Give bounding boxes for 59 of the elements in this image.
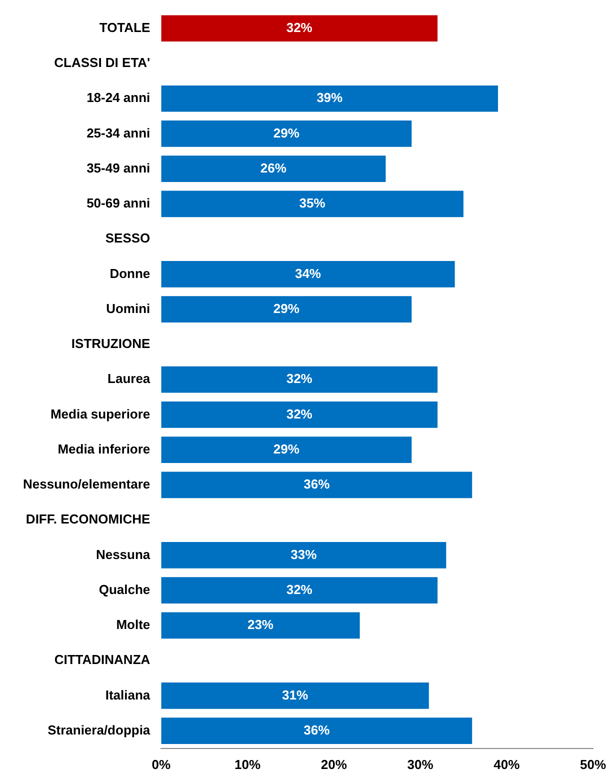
bar xyxy=(161,577,438,604)
bar xyxy=(161,682,429,709)
data-label: 32% xyxy=(286,20,313,35)
data-label: 35% xyxy=(299,196,326,211)
data-label: 32% xyxy=(286,406,313,422)
bar xyxy=(161,472,472,498)
x-tick-label: 50% xyxy=(580,756,606,772)
data-label: 36% xyxy=(304,476,330,492)
bar xyxy=(161,15,438,42)
bar xyxy=(161,261,455,288)
y-tick-label: Nessuno/elementare xyxy=(22,476,150,492)
bar xyxy=(161,156,386,182)
y-tick-label: Italiana xyxy=(105,687,151,702)
data-label: 23% xyxy=(247,617,274,632)
data-label: 32% xyxy=(286,371,313,386)
y-tick-label: 35-49 anni xyxy=(86,160,150,176)
data-label: 36% xyxy=(304,722,330,738)
data-label: 29% xyxy=(273,441,300,456)
bar xyxy=(161,542,446,568)
bar xyxy=(161,85,498,112)
data-label: 32% xyxy=(286,582,313,597)
data-label: 31% xyxy=(282,687,308,702)
bar xyxy=(161,296,412,323)
y-tick-label: DIFF. ECONOMICHE xyxy=(26,512,150,527)
data-label: 34% xyxy=(294,266,322,281)
bar xyxy=(161,718,472,744)
bar xyxy=(161,366,438,393)
x-tick-label: 30% xyxy=(407,756,434,772)
y-tick-label: Donne xyxy=(110,266,150,281)
data-label: 29% xyxy=(273,300,300,316)
x-tick-label: 40% xyxy=(494,756,520,772)
y-tick-label: Nessuna xyxy=(96,546,151,562)
x-tick-label: 10% xyxy=(234,756,261,772)
x-tick-label: 20% xyxy=(320,756,348,772)
y-tick-label: ISTRUZIONE xyxy=(71,336,150,352)
bar xyxy=(161,190,464,218)
y-tick-label: Media superiore xyxy=(50,406,150,422)
y-tick-label: Laurea xyxy=(108,371,151,386)
data-label: 39% xyxy=(316,90,344,106)
data-label: 26% xyxy=(260,160,287,176)
y-tick-label: 25-34 anni xyxy=(86,125,150,140)
bar xyxy=(161,402,438,428)
y-tick-label: SESSO xyxy=(105,230,150,246)
x-tick-label: 0% xyxy=(152,756,171,772)
y-tick-label: Qualche xyxy=(98,582,150,597)
data-label: 33% xyxy=(290,546,318,562)
y-tick-label: CITTADINANZA xyxy=(54,652,151,668)
y-tick-label: Uomini xyxy=(106,300,150,316)
bar xyxy=(161,120,412,147)
y-tick-label: 18-24 anni xyxy=(86,90,150,106)
data-label: 29% xyxy=(273,125,300,140)
y-tick-label: Molte xyxy=(116,617,150,632)
y-tick-label: Straniera/doppia xyxy=(48,722,151,738)
y-tick-label: TOTALE xyxy=(99,20,150,35)
bar xyxy=(161,436,412,464)
bar xyxy=(161,612,360,639)
y-tick-label: CLASSI DI ETA' xyxy=(54,55,150,70)
y-tick-label: Media inferiore xyxy=(58,441,150,456)
y-tick-label: 50-69 anni xyxy=(86,196,150,211)
